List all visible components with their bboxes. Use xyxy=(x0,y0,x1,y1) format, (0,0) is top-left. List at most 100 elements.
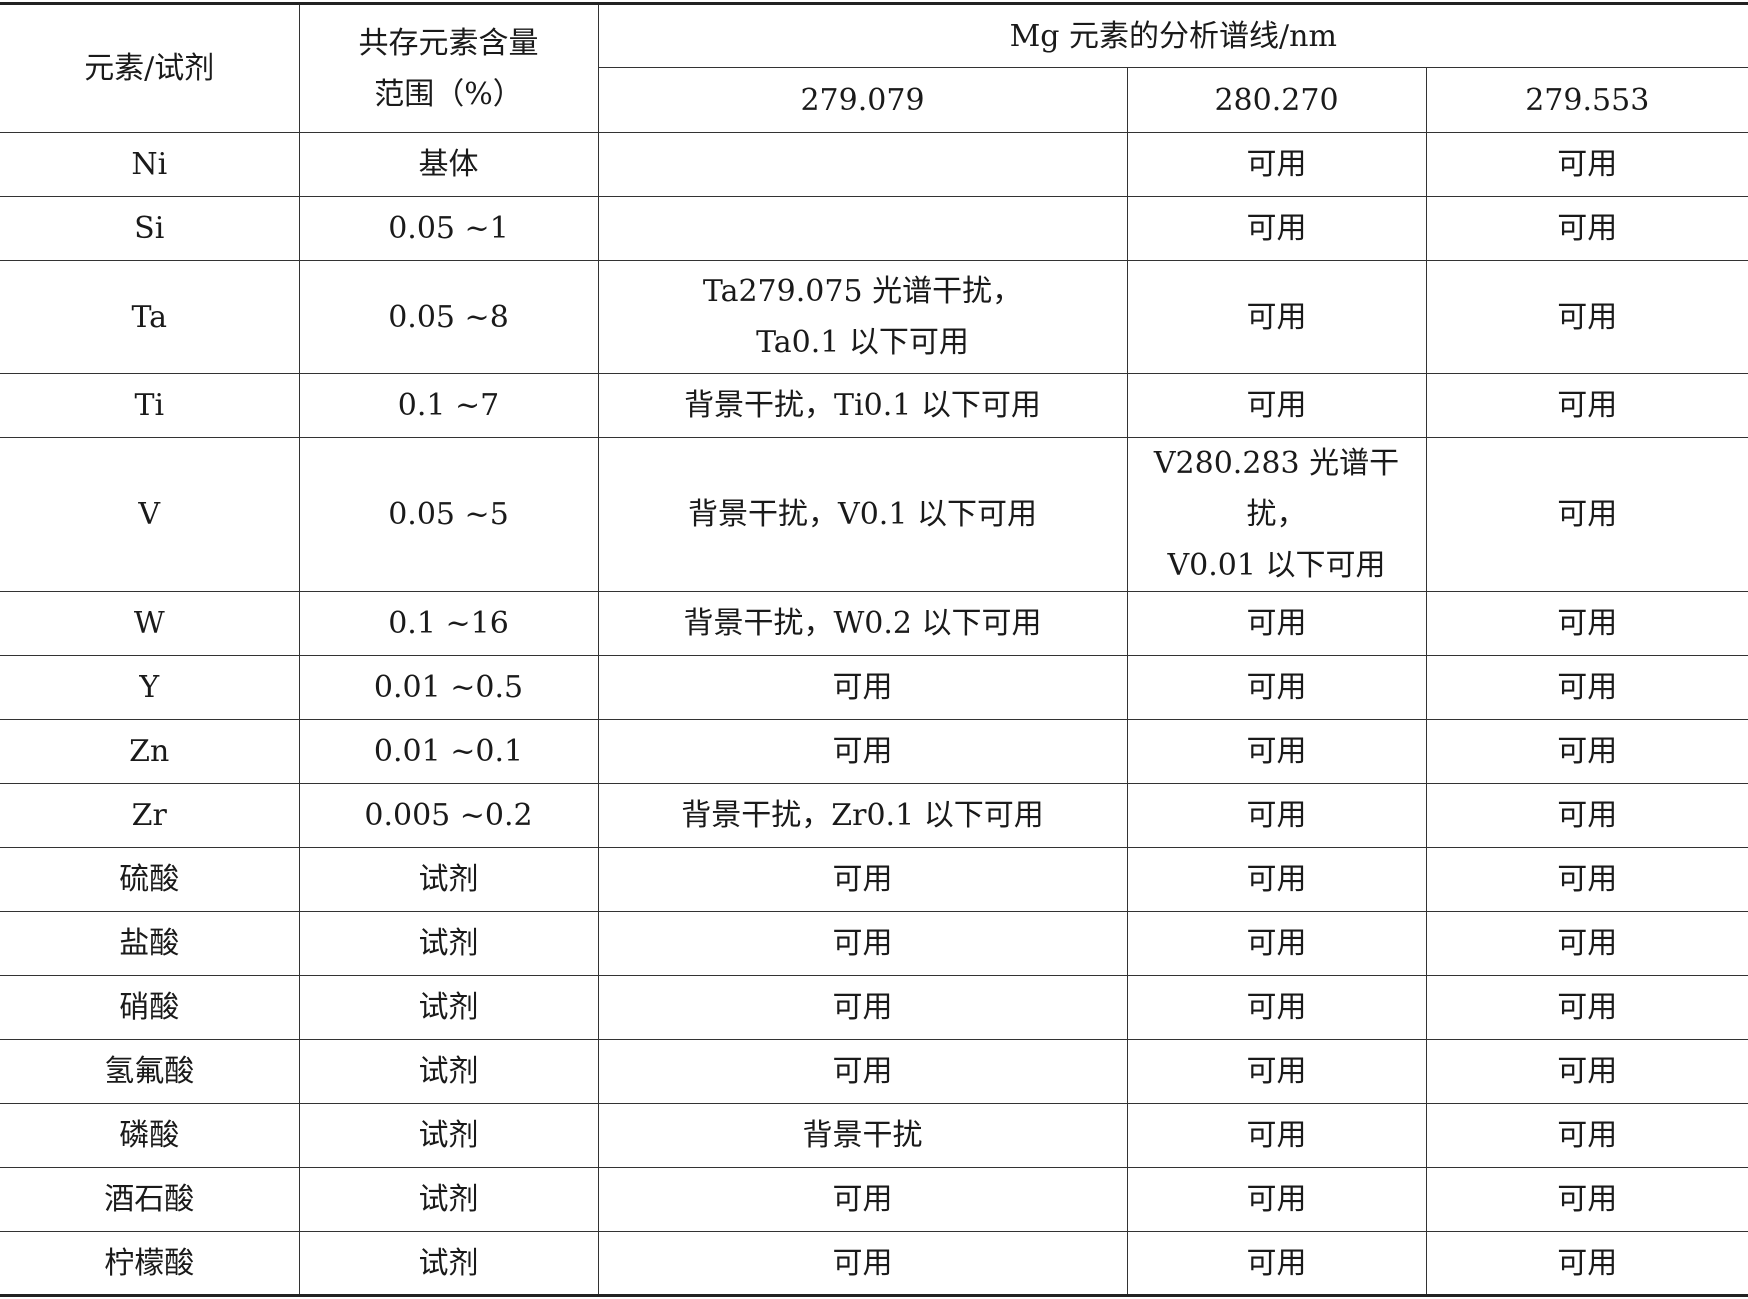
cell-text-line: 可用 xyxy=(832,670,893,705)
header-range-line1: 共存元素含量 xyxy=(358,25,539,61)
cell-text-line: Ta279.075 光谱干扰， xyxy=(702,274,1023,309)
cell-line-3: 可用 xyxy=(1425,975,1748,1040)
table-row: Ta 0.05 ~8 Ta279.075 光谱干扰， Ta0.1 以下可用 可用 可用 xyxy=(0,260,1748,374)
table-row: Ti 0.1 ~7 背景干扰，Ti0.1 以下可用 可用 可用 xyxy=(0,373,1748,438)
cell-line-3: 可用 xyxy=(1425,911,1748,976)
cell-element: Zr xyxy=(0,783,300,848)
cell-text-line: 可用 xyxy=(832,990,893,1025)
table-row: Si 0.05 ~1 可用 可用 xyxy=(0,196,1748,261)
cell-element: W xyxy=(0,591,300,656)
cell-text-line: 背景干扰，Ti0.1 以下可用 xyxy=(684,388,1041,423)
cell-text-line: Ta0.1 以下可用 xyxy=(756,325,969,360)
cell-line-3: 可用 xyxy=(1425,260,1748,374)
cell-text-line: V0.01 以下可用 xyxy=(1167,548,1386,583)
cell-line-2: 可用 xyxy=(1126,591,1427,656)
cell-line-1: 可用 xyxy=(597,847,1128,912)
cell-text-line: 可用 xyxy=(1246,1182,1307,1217)
cell-element: Ta xyxy=(0,260,300,374)
cell-element: Zn xyxy=(0,719,300,784)
cell-line-1 xyxy=(597,196,1128,261)
cell-line-1: 背景干扰，V0.1 以下可用 xyxy=(597,437,1128,592)
cell-text-line: 可用 xyxy=(1246,798,1307,833)
cell-line-1: 可用 xyxy=(597,1039,1128,1104)
cell-text-line: 可用 xyxy=(1246,606,1307,641)
cell-element: V xyxy=(0,437,300,592)
table-row: Zr 0.005 ~0.2 背景干扰，Zr0.1 以下可用 可用 可用 xyxy=(0,783,1748,848)
cell-text-line: 背景干扰，V0.1 以下可用 xyxy=(688,497,1037,532)
cell-range: 试剂 xyxy=(298,1039,599,1104)
cell-line-1: 可用 xyxy=(597,719,1128,784)
cell-line-2: 可用 xyxy=(1126,260,1427,374)
table-row: 氢氟酸 试剂 可用 可用 可用 xyxy=(0,1039,1748,1104)
cell-text-line: 可用 xyxy=(1246,299,1307,335)
cell-range: 0.01 ~0.5 xyxy=(298,655,599,720)
cell-text-line: 可用 xyxy=(1246,1118,1307,1153)
cell-range: 0.1 ~7 xyxy=(298,373,599,438)
header-element: 元素/试剂 xyxy=(0,3,300,133)
cell-line-1: 背景干扰，Zr0.1 以下可用 xyxy=(597,783,1128,848)
header-line-2: 280.270 xyxy=(1126,67,1427,133)
cell-text-line: 可用 xyxy=(832,734,893,769)
cell-element: Y xyxy=(0,655,300,720)
cell-line-3: 可用 xyxy=(1425,847,1748,912)
cell-line-2: 可用 xyxy=(1126,655,1427,720)
cell-range: 0.05 ~1 xyxy=(298,196,599,261)
cell-line-1: 背景干扰，Ti0.1 以下可用 xyxy=(597,373,1128,438)
cell-text-line: 可用 xyxy=(832,862,893,897)
cell-text-line: V280.283 光谱干扰， xyxy=(1153,446,1400,532)
cell-line-3: 可用 xyxy=(1425,719,1748,784)
cell-line-3: 可用 xyxy=(1425,437,1748,592)
cell-line-1: 可用 xyxy=(597,975,1128,1040)
table-row: Zn 0.01 ~0.1 可用 可用 可用 xyxy=(0,719,1748,784)
cell-line-3: 可用 xyxy=(1425,591,1748,656)
table-row: 盐酸 试剂 可用 可用 可用 xyxy=(0,911,1748,976)
cell-text-line: 可用 xyxy=(832,1182,893,1217)
cell-line-3: 可用 xyxy=(1425,783,1748,848)
cell-element: 硫酸 xyxy=(0,847,300,912)
table-row: Ni 基体 可用 可用 xyxy=(0,132,1748,197)
cell-range: 试剂 xyxy=(298,911,599,976)
cell-line-2: 可用 xyxy=(1126,975,1427,1040)
cell-text-line: 可用 xyxy=(832,1245,893,1281)
cell-range: 试剂 xyxy=(298,847,599,912)
table-row: Y 0.01 ~0.5 可用 可用 可用 xyxy=(0,655,1748,720)
header-range: 共存元素含量 范围（%） xyxy=(298,3,599,133)
cell-element: Ti xyxy=(0,373,300,438)
cell-text-line: 可用 xyxy=(1246,670,1307,705)
header-group: Mg 元素的分析谱线/nm xyxy=(597,3,1748,68)
cell-element: 盐酸 xyxy=(0,911,300,976)
header-row: 元素/试剂 共存元素含量 范围（%） Mg 元素的分析谱线/nm xyxy=(0,3,1748,133)
header-subrow: 279.079 280.270 279.553 xyxy=(0,67,1748,133)
cell-line-1: 可用 xyxy=(597,1231,1128,1296)
cell-text-line: 背景干扰，Zr0.1 以下可用 xyxy=(681,798,1044,833)
cell-range: 0.01 ~0.1 xyxy=(298,719,599,784)
cell-line-2: 可用 xyxy=(1126,719,1427,784)
cell-line-1: 可用 xyxy=(597,655,1128,720)
table-row: 硫酸 试剂 可用 可用 可用 xyxy=(0,847,1748,912)
cell-element: 柠檬酸 xyxy=(0,1231,300,1296)
cell-text-line: 可用 xyxy=(1246,147,1307,182)
cell-element: 酒石酸 xyxy=(0,1167,300,1232)
cell-element: 硝酸 xyxy=(0,975,300,1040)
cell-line-2: 可用 xyxy=(1126,847,1427,912)
cell-range: 0.1 ~16 xyxy=(298,591,599,656)
cell-text-line: 可用 xyxy=(832,926,893,961)
cell-text-line: 背景干扰 xyxy=(802,1118,923,1153)
cell-line-2: 可用 xyxy=(1126,1039,1427,1104)
cell-text-line: 可用 xyxy=(1246,211,1307,246)
cell-range: 试剂 xyxy=(298,975,599,1040)
cell-line-1: 背景干扰 xyxy=(597,1103,1128,1168)
table-row: 磷酸 试剂 背景干扰 可用 可用 xyxy=(0,1103,1748,1168)
cell-element: Ni xyxy=(0,132,300,197)
cell-line-2: 可用 xyxy=(1126,1231,1427,1296)
cell-line-2: 可用 xyxy=(1126,373,1427,438)
cell-element: Si xyxy=(0,196,300,261)
cell-line-2: 可用 xyxy=(1126,783,1427,848)
cell-line-3: 可用 xyxy=(1425,655,1748,720)
cell-range: 试剂 xyxy=(298,1231,599,1296)
cell-element: 磷酸 xyxy=(0,1103,300,1168)
cell-line-3: 可用 xyxy=(1425,1231,1748,1296)
cell-line-3: 可用 xyxy=(1425,373,1748,438)
table-row: W 0.1 ~16 背景干扰，W0.2 以下可用 可用 可用 xyxy=(0,591,1748,656)
cell-line-1: 可用 xyxy=(597,911,1128,976)
